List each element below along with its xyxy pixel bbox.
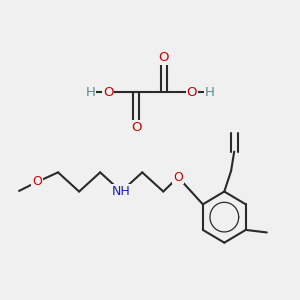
Text: O: O: [131, 121, 141, 134]
Text: NH: NH: [112, 185, 130, 198]
Text: O: O: [159, 51, 169, 64]
Text: O: O: [32, 176, 42, 188]
Text: H: H: [205, 86, 215, 99]
Text: O: O: [103, 86, 113, 99]
Text: H: H: [85, 86, 95, 99]
Text: O: O: [173, 171, 183, 184]
Text: O: O: [187, 86, 197, 99]
